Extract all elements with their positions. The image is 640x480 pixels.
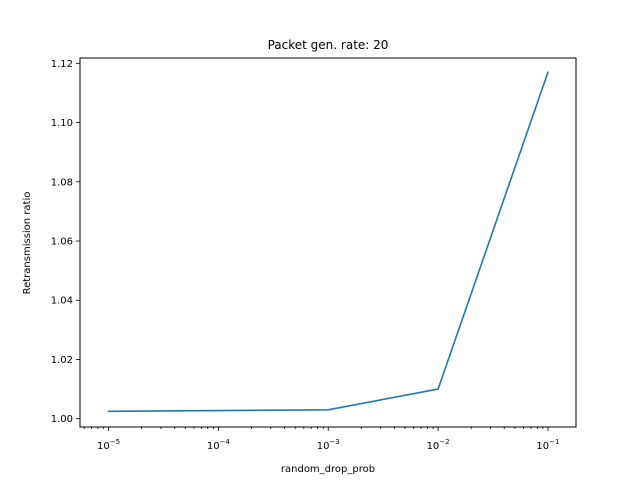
y-tick-label: 1.00 <box>51 414 73 425</box>
x-tick-label: 10−5 <box>97 438 120 452</box>
y-tick-label: 1.06 <box>51 237 73 248</box>
y-tick-label: 1.10 <box>51 118 73 129</box>
y-tick-label: 1.04 <box>51 296 73 307</box>
x-tick-label: 10−3 <box>317 438 340 452</box>
y-tick-label: 1.08 <box>51 177 73 188</box>
y-tick-label: 1.12 <box>51 59 73 70</box>
x-tick-label: 10−2 <box>427 438 450 452</box>
plot-area: 10−5 10−4 10−3 10−2 10−1 1.00 1.02 1.04 1.06 1.08… <box>51 57 577 452</box>
chart-title: Packet gen. rate: 20 <box>268 38 389 52</box>
x-tick-label: 10−4 <box>207 438 231 452</box>
y-axis-label: Retransmission ratio <box>22 192 33 295</box>
x-tick-label: 10−1 <box>536 438 559 452</box>
y-tick-label: 1.02 <box>51 355 73 366</box>
x-axis-label: random_drop_prob <box>281 464 375 475</box>
series-line <box>107 71 549 413</box>
